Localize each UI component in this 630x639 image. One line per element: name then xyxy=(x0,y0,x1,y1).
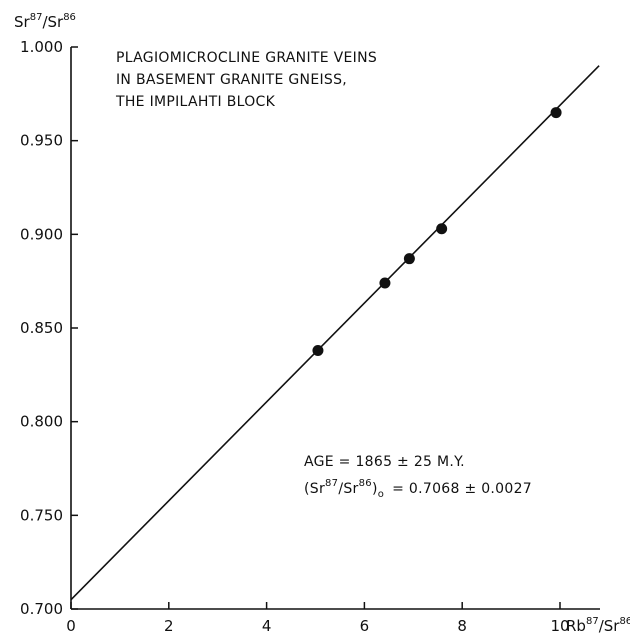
title-line-1: PLAGIOMICROCLINE GRANITE VEINS xyxy=(116,50,377,66)
data-point xyxy=(312,344,324,356)
age-annotation: AGE = 1865 ± 25 M.Y. (Sr87/Sr86)o = 0.706… xyxy=(304,454,532,500)
x-tick-label: 4 xyxy=(262,617,272,635)
data-point xyxy=(436,223,448,235)
isochron-fit-line xyxy=(70,65,600,601)
title-annotation: PLAGIOMICROCLINE GRANITE VEINS IN BASEME… xyxy=(115,50,377,110)
y-tick-label: 0.950 xyxy=(20,132,63,150)
data-points xyxy=(312,107,562,356)
y-tick-label: 0.700 xyxy=(20,600,63,618)
y-tick-label: 1.000 xyxy=(20,38,63,56)
y-axis-label: Sr87/Sr86 xyxy=(14,12,76,31)
ticks xyxy=(70,46,561,610)
data-point xyxy=(379,277,391,289)
initial-ratio-text: (Sr87/Sr86)o = 0.7068 ± 0.0027 xyxy=(304,478,532,500)
x-tick-label: 10 xyxy=(550,617,569,635)
x-tick-label: 6 xyxy=(360,617,370,635)
y-tick-label: 0.850 xyxy=(20,319,63,337)
axes xyxy=(70,47,600,610)
age-text: AGE = 1865 ± 25 M.Y. xyxy=(304,454,465,470)
data-point xyxy=(403,253,415,265)
y-tick-label: 0.900 xyxy=(20,225,63,243)
fit-line-group xyxy=(70,65,600,601)
x-tick-label: 2 xyxy=(164,617,174,635)
y-tick-label: 0.750 xyxy=(20,506,63,524)
x-tick-label: 0 xyxy=(66,617,76,635)
y-tick-label: 0.800 xyxy=(20,413,63,431)
x-axis-label: Rb87/Sr86 xyxy=(566,616,630,635)
title-line-3: THE IMPILAHTI BLOCK xyxy=(115,94,276,110)
data-point xyxy=(550,107,562,119)
x-tick-label: 8 xyxy=(457,617,467,635)
title-line-2: IN BASEMENT GRANITE GNEISS, xyxy=(116,72,347,88)
tick-labels: 0.700 0.750 0.800 0.850 0.900 0.950 1.000 0 2 4 6 8… xyxy=(20,38,570,635)
